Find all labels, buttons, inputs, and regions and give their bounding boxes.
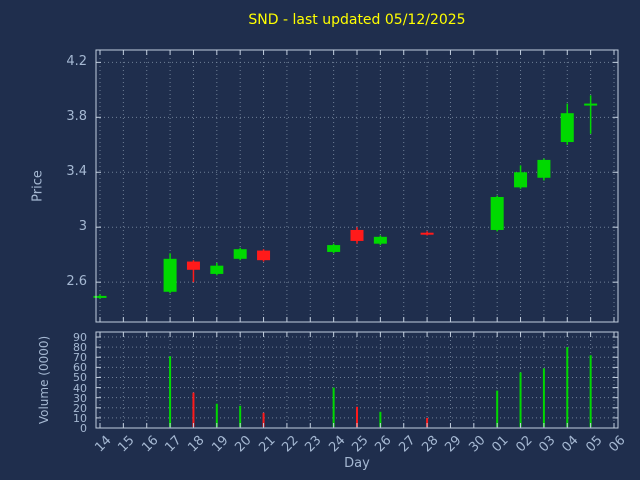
candle-body — [93, 295, 107, 298]
volume-y-tick-label: 20 — [73, 401, 87, 415]
candle-body — [560, 113, 574, 143]
candle-body — [514, 172, 528, 188]
candle-body — [163, 258, 177, 292]
volume-y-tick-label: 40 — [73, 381, 87, 395]
candle-body — [186, 261, 200, 270]
candle-body — [490, 196, 504, 230]
candle-body — [327, 245, 341, 252]
candle-body — [233, 249, 247, 259]
candle-body — [350, 229, 364, 241]
price-y-tick-label: 3.4 — [66, 164, 87, 180]
candle-body — [373, 236, 387, 244]
volume-y-tick-label: 90 — [73, 331, 87, 345]
candle-body — [584, 103, 598, 106]
volume-y-tick-label: 70 — [73, 351, 87, 365]
price-y-tick-label: 2.6 — [66, 274, 87, 290]
candle-body — [420, 232, 434, 235]
price-y-tick-label: 3.8 — [66, 109, 87, 125]
volume-y-tick-label: 60 — [73, 361, 87, 375]
day-axis-label: Day — [344, 456, 370, 471]
chart-title: SND - last updated 05/12/2025 — [248, 12, 466, 28]
candle-body — [537, 159, 551, 178]
volume-y-tick-label: 50 — [73, 371, 87, 385]
volume-y-tick-label: 30 — [73, 391, 87, 405]
volume-y-tick-label: 80 — [73, 341, 87, 355]
candle-body — [210, 265, 224, 274]
price-y-tick-label: 4.2 — [66, 54, 87, 70]
candle-body — [257, 250, 271, 261]
volume-y-tick-label: 0 — [80, 422, 87, 435]
volume-y-tick-label: 10 — [73, 411, 87, 425]
price-y-tick-label: 3 — [78, 219, 87, 235]
